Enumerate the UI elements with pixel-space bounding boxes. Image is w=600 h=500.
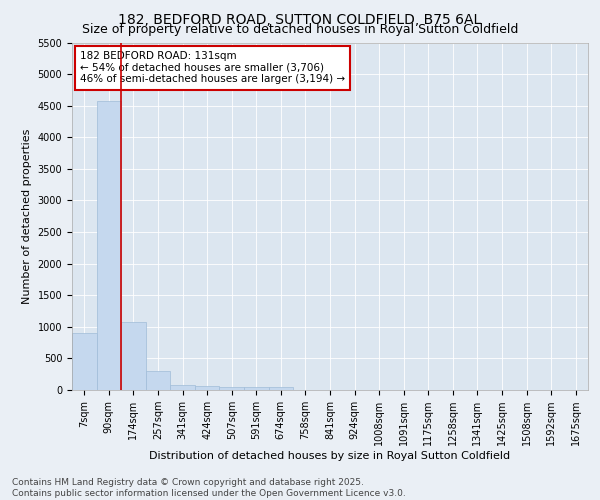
Text: Contains HM Land Registry data © Crown copyright and database right 2025.
Contai: Contains HM Land Registry data © Crown c… <box>12 478 406 498</box>
Bar <box>121 322 146 390</box>
Bar <box>146 372 170 390</box>
Bar <box>220 386 244 390</box>
X-axis label: Distribution of detached houses by size in Royal Sutton Coldfield: Distribution of detached houses by size … <box>149 451 511 461</box>
Text: Size of property relative to detached houses in Royal Sutton Coldfield: Size of property relative to detached ho… <box>82 22 518 36</box>
Text: 182, BEDFORD ROAD, SUTTON COLDFIELD, B75 6AL: 182, BEDFORD ROAD, SUTTON COLDFIELD, B75… <box>118 12 482 26</box>
Bar <box>170 386 195 390</box>
Bar <box>244 388 269 390</box>
Bar <box>72 333 97 390</box>
Bar <box>269 388 293 390</box>
Bar <box>97 100 121 390</box>
Text: 182 BEDFORD ROAD: 131sqm
← 54% of detached houses are smaller (3,706)
46% of sem: 182 BEDFORD ROAD: 131sqm ← 54% of detach… <box>80 51 345 84</box>
Y-axis label: Number of detached properties: Number of detached properties <box>22 128 32 304</box>
Bar <box>195 386 220 390</box>
